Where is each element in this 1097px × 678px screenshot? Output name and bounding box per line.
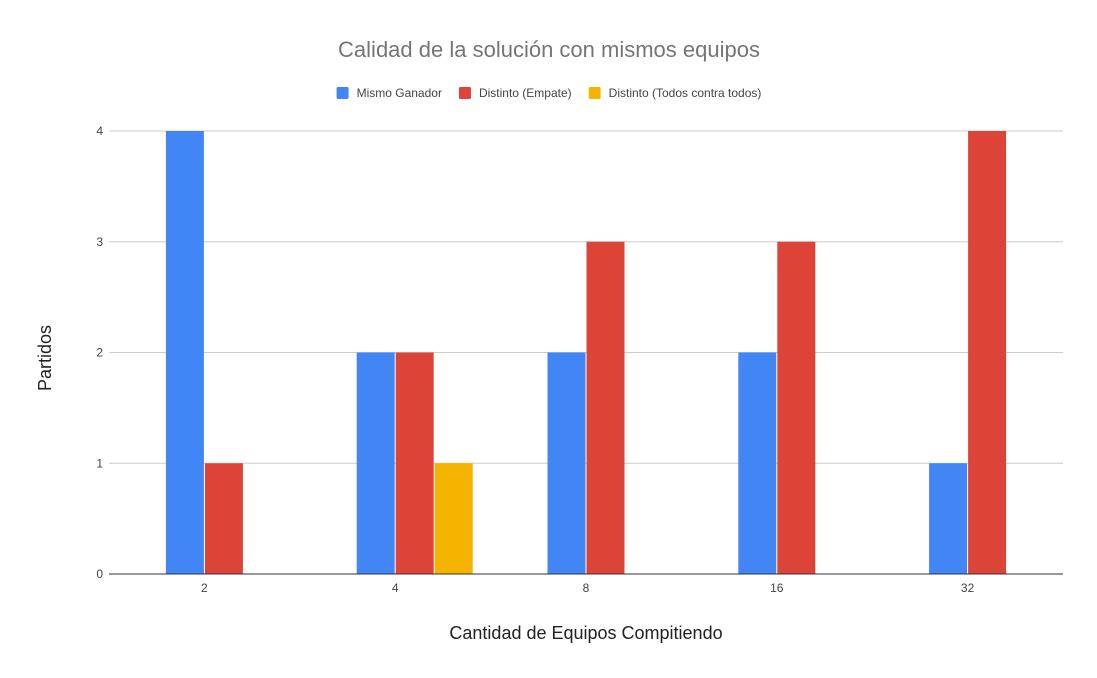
- y-tick-label: 4: [96, 124, 103, 138]
- gridlines: [109, 130, 1063, 464]
- legend-label: Mismo Ganador: [357, 86, 442, 100]
- legend-swatch: [336, 87, 349, 99]
- bar: [356, 352, 395, 574]
- bar: [738, 352, 777, 574]
- y-axis-ticks: 0 1 2 3 4: [96, 124, 103, 581]
- legend-item: Distinto (Todos contra todos): [588, 86, 762, 100]
- x-tick-label: 8: [583, 581, 590, 595]
- y-tick-label: 3: [96, 235, 103, 249]
- bar: [165, 131, 204, 574]
- legend-label: Distinto (Todos contra todos): [609, 86, 762, 100]
- x-tick-label: 16: [770, 581, 784, 595]
- legend-item: Distinto (Empate): [458, 86, 572, 100]
- legend: Mismo Ganador Distinto (Empate) Distinto (…: [336, 86, 762, 100]
- bar: [434, 463, 473, 574]
- x-axis-title: Cantidad de Equipos Compitiendo: [449, 623, 722, 643]
- y-tick-label: 1: [96, 456, 103, 470]
- y-tick-label: 2: [96, 346, 103, 360]
- x-tick-label: 32: [961, 581, 975, 595]
- bar: [395, 352, 434, 574]
- bars: [165, 131, 1007, 574]
- bar: [777, 241, 816, 574]
- legend-swatch: [588, 87, 601, 99]
- bar: [929, 463, 968, 574]
- x-tick-label: 4: [392, 581, 399, 595]
- bar: [547, 352, 586, 574]
- y-axis-title: Partidos: [35, 325, 55, 391]
- y-tick-label: 0: [96, 567, 103, 581]
- bar: [968, 131, 1007, 574]
- x-tick-label: 2: [201, 581, 208, 595]
- legend-swatch: [458, 87, 471, 99]
- legend-item: Mismo Ganador: [336, 86, 442, 100]
- x-axis-ticks: 2 4 8 16 32: [201, 581, 975, 595]
- bar: [204, 463, 243, 574]
- chart-title: Calidad de la solución con mismos equipo…: [338, 37, 760, 62]
- bar: [586, 241, 625, 574]
- legend-label: Distinto (Empate): [479, 86, 572, 100]
